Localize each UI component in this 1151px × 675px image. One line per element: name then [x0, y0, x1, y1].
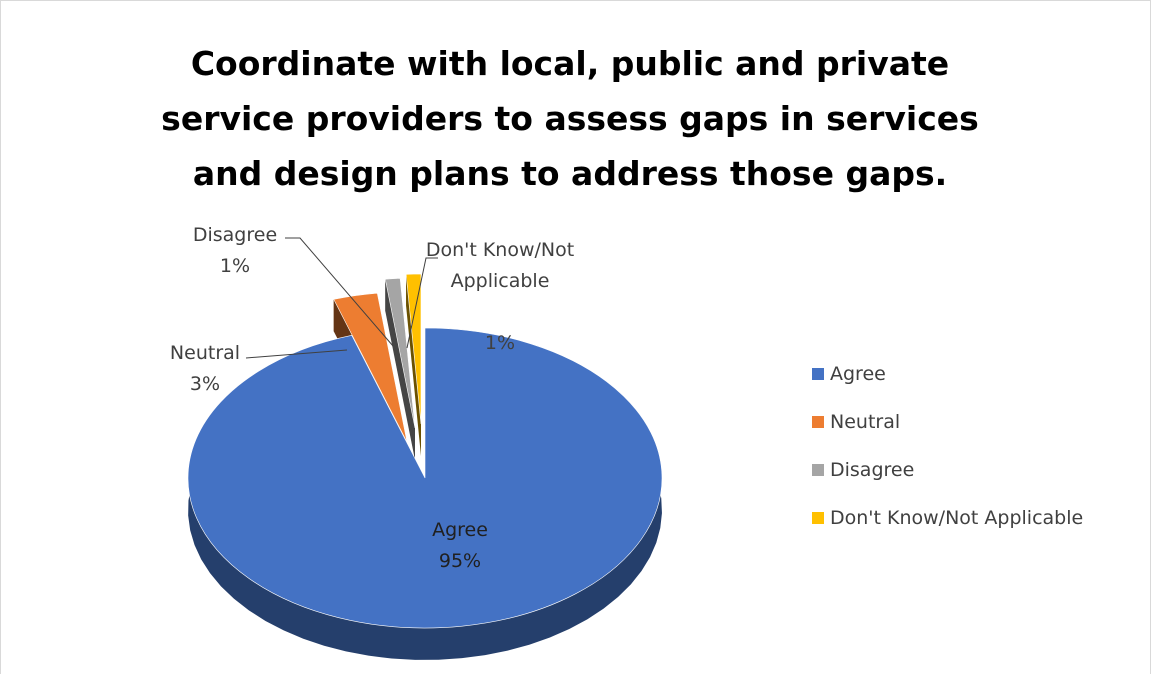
pie-slice-top-disagree	[384, 277, 416, 429]
chart-title: Coordinate with local, public and privat…	[161, 44, 979, 193]
leader-lines	[245, 237, 438, 359]
pie-slice-disagree	[384, 277, 416, 460]
pie-slice-wall-disagree-0	[385, 279, 415, 460]
legend-label-agree: Agree	[830, 363, 886, 385]
pie-slice-wall-don-t-know-not-applicable-0	[406, 274, 421, 456]
legend-item-disagree: Disagree	[812, 446, 1083, 494]
legend-swatch-neutral	[812, 416, 824, 428]
data-label-agree: Agree 95%	[400, 515, 520, 577]
pie-slice-agree	[187, 327, 663, 660]
data-label-dont-know: Don't Know/Not Applicable 1%	[400, 204, 600, 390]
leader-line-neutral	[245, 349, 348, 359]
data-label-neutral-name: Neutral	[169, 342, 241, 364]
data-label-disagree-name: Disagree	[192, 224, 278, 246]
legend-item-neutral: Neutral	[812, 398, 1083, 446]
legend-swatch-disagree	[812, 464, 824, 476]
legend-label-dont-know: Don't Know/Not Applicable	[830, 507, 1084, 529]
legend-swatch-agree	[812, 368, 824, 380]
pie-slice-top-don-t-know-not-applicable	[405, 273, 422, 425]
legend-label-disagree: Disagree	[830, 459, 915, 481]
pie-slices	[187, 273, 663, 660]
legend-swatch-dont-know	[812, 512, 824, 524]
leader-line-disagree	[285, 237, 394, 347]
legend-item-dont-know: Don't Know/Not Applicable	[812, 494, 1083, 542]
data-label-neutral: Neutral 3%	[145, 338, 265, 400]
data-label-dont-know-name: Don't Know/Not Applicable	[425, 239, 575, 292]
legend-item-agree: Agree	[812, 350, 1083, 398]
chart-legend: Agree Neutral Disagree Don't Know/Not Ap…	[812, 350, 1083, 542]
legend-label-neutral: Neutral	[830, 411, 901, 433]
data-label-disagree-value: 1%	[219, 255, 251, 277]
data-label-dont-know-value: 1%	[484, 332, 516, 354]
data-label-agree-name: Agree	[432, 519, 488, 541]
data-label-disagree: Disagree 1%	[175, 220, 295, 282]
pie-slice-top-neutral	[333, 292, 408, 443]
pie-slice-top-agree	[187, 327, 663, 629]
leader-line-dont-know	[406, 257, 438, 349]
pie-slice-don-t-know-not-applicable	[405, 273, 422, 456]
data-label-neutral-value: 3%	[189, 373, 221, 395]
data-label-agree-value: 95%	[438, 550, 482, 572]
